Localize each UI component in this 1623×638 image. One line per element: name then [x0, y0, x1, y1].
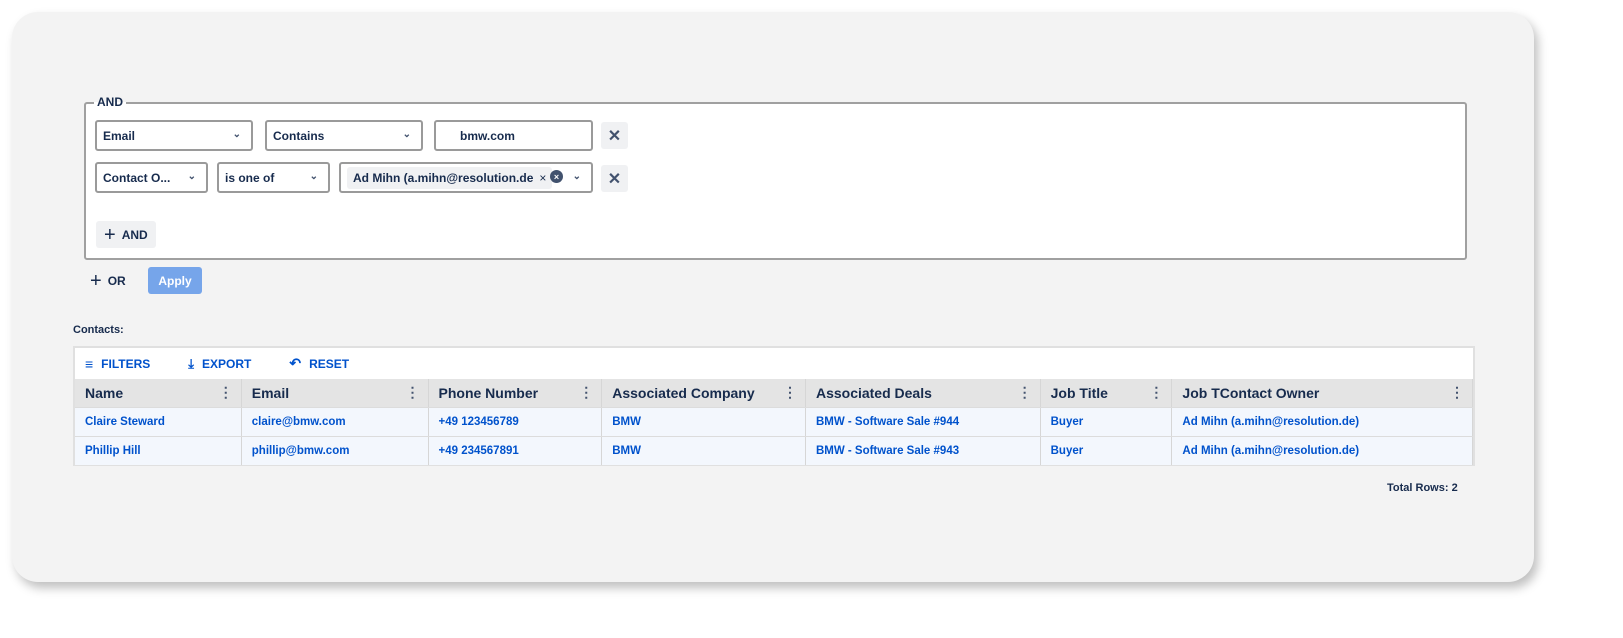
- value-text: bmw.com: [460, 128, 515, 143]
- cell-text: Job Title: [1050, 385, 1108, 401]
- table-cell[interactable]: BMW: [602, 408, 806, 436]
- chip-remove-icon[interactable]: ×: [539, 170, 547, 185]
- contacts-table: ≡ FILTERS ⤓ EXPORT ↶ RESET Name ⋮ Email ⋮ Phone…: [73, 346, 1475, 466]
- group-label: AND: [94, 95, 126, 109]
- reset-button[interactable]: ↶ RESET: [289, 355, 349, 372]
- cell-text: +49 234567891: [438, 445, 519, 457]
- apply-button[interactable]: Apply: [148, 267, 202, 294]
- add-and-label: AND: [121, 227, 148, 242]
- cell-text: Associated Company: [612, 385, 755, 401]
- table-cell[interactable]: Buyer: [1041, 408, 1173, 436]
- add-or-label: OR: [107, 273, 126, 288]
- add-or-button[interactable]: + OR: [90, 267, 126, 294]
- cell-text: Associated Deals: [815, 385, 932, 401]
- cell-text: Phillip Hill: [85, 445, 141, 457]
- column-header[interactable]: Email ⋮: [242, 379, 429, 407]
- cell-text: +49 123456789: [438, 416, 519, 428]
- table-header-row: Name ⋮ Email ⋮ Phone Number ⋮ Associated Compa…: [75, 379, 1473, 407]
- value-chip: Ad Mihn (a.mihn@resolution.de ×: [347, 166, 553, 189]
- contacts-label: Contacts:: [73, 324, 124, 336]
- column-menu-icon[interactable]: ⋮: [1149, 384, 1164, 400]
- close-icon: ✕: [607, 127, 622, 145]
- cell-text: Job TContact Owner: [1182, 385, 1320, 401]
- table-row: Phillip Hill phillip@bmw.com +49 234567891…: [75, 436, 1473, 465]
- cell-text: BMW: [612, 416, 641, 428]
- field-value: Email: [103, 128, 136, 143]
- column-header[interactable]: Name ⋮: [75, 379, 242, 407]
- table-cell[interactable]: Ad Mihn (a.mihn@resolution.de): [1172, 437, 1473, 465]
- table-toolbar: ≡ FILTERS ⤓ EXPORT ↶ RESET: [75, 348, 1473, 379]
- export-label: EXPORT: [202, 356, 252, 371]
- table-cell[interactable]: +49 123456789: [429, 408, 603, 436]
- remove-condition-1-button[interactable]: ✕: [601, 122, 628, 149]
- cell-text: Email: [251, 385, 290, 401]
- column-menu-icon[interactable]: ⋮: [1449, 384, 1464, 400]
- column-menu-icon[interactable]: ⋮: [1017, 384, 1032, 400]
- value-input-1[interactable]: bmw.com: [434, 120, 593, 151]
- column-header[interactable]: Associated Deals ⋮: [806, 379, 1041, 407]
- table-cell[interactable]: Phillip Hill: [75, 437, 242, 465]
- filters-label: FILTERS: [101, 356, 151, 371]
- table-cell[interactable]: BMW - Software Sale #943: [806, 437, 1041, 465]
- table-row: Claire Steward claire@bmw.com +49 12345678…: [75, 407, 1473, 436]
- table-cell[interactable]: Buyer: [1041, 437, 1173, 465]
- column-menu-icon[interactable]: ⋮: [405, 384, 420, 400]
- cell-text: Claire Steward: [85, 416, 165, 428]
- field-value: Contact O...: [103, 170, 171, 185]
- cell-text: claire@bmw.com: [251, 416, 346, 428]
- table-cell[interactable]: claire@bmw.com: [242, 408, 429, 436]
- total-rows: Total Rows: 2: [1387, 482, 1458, 494]
- table-cell[interactable]: Claire Steward: [75, 408, 242, 436]
- undo-icon: ↶: [289, 355, 302, 371]
- panel: [12, 12, 1534, 582]
- plus-icon: +: [90, 269, 102, 292]
- cell-text: Buyer: [1050, 445, 1084, 457]
- operator-value: is one of: [225, 170, 275, 185]
- multi-value-select-2[interactable]: Ad Mihn (a.mihn@resolution.de × × ⌄: [339, 162, 593, 193]
- export-button[interactable]: ⤓ EXPORT: [188, 356, 251, 372]
- column-menu-icon[interactable]: ⋮: [579, 384, 594, 400]
- operator-value: Contains: [273, 128, 325, 143]
- table-cell[interactable]: Ad Mihn (a.mihn@resolution.de): [1172, 408, 1473, 436]
- column-menu-icon[interactable]: ⋮: [782, 384, 797, 400]
- column-menu-icon[interactable]: ⋮: [218, 384, 233, 400]
- column-header[interactable]: Associated Company ⋮: [602, 379, 806, 407]
- clear-icon[interactable]: ×: [550, 170, 563, 183]
- plus-icon: +: [104, 223, 116, 246]
- column-header[interactable]: Phone Number ⋮: [429, 379, 603, 407]
- close-icon: ✕: [607, 170, 622, 188]
- chevron-down-icon: ⌄: [402, 129, 411, 140]
- chip-label: Ad Mihn (a.mihn@resolution.de: [353, 170, 534, 185]
- cell-text: Ad Mihn (a.mihn@resolution.de): [1182, 416, 1360, 428]
- cell-text: phillip@bmw.com: [251, 445, 350, 457]
- chevron-down-icon: ⌄: [232, 129, 241, 140]
- column-header[interactable]: Job TContact Owner ⋮: [1172, 379, 1473, 407]
- reset-label: RESET: [309, 356, 350, 371]
- field-select-1[interactable]: Email ⌄: [95, 120, 253, 151]
- table-cell[interactable]: BMW - Software Sale #944: [806, 408, 1041, 436]
- download-icon: ⤓: [188, 355, 195, 371]
- cell-text: Buyer: [1050, 416, 1084, 428]
- column-header[interactable]: Job Title ⋮: [1041, 379, 1173, 407]
- filter-icon: ≡: [85, 355, 94, 372]
- cell-text: Name: [85, 385, 124, 401]
- cell-text: BMW: [612, 445, 641, 457]
- cell-text: BMW - Software Sale #943: [815, 445, 960, 457]
- cell-text: BMW - Software Sale #944: [815, 416, 960, 428]
- table-cell[interactable]: +49 234567891: [429, 437, 603, 465]
- chevron-down-icon: ⌄: [309, 171, 318, 182]
- operator-select-2[interactable]: is one of ⌄: [217, 162, 330, 193]
- chevron-down-icon: ⌄: [572, 171, 581, 182]
- cell-text: Phone Number: [438, 385, 539, 401]
- cell-text: Ad Mihn (a.mihn@resolution.de): [1182, 445, 1360, 457]
- chevron-down-icon: ⌄: [187, 171, 196, 182]
- operator-select-1[interactable]: Contains ⌄: [265, 120, 423, 151]
- filters-button[interactable]: ≡ FILTERS: [85, 356, 150, 372]
- remove-condition-2-button[interactable]: ✕: [601, 165, 628, 192]
- table-cell[interactable]: phillip@bmw.com: [242, 437, 429, 465]
- field-select-2[interactable]: Contact O... ⌄: [95, 162, 208, 193]
- table-cell[interactable]: BMW: [602, 437, 806, 465]
- add-and-button[interactable]: + AND: [96, 221, 156, 248]
